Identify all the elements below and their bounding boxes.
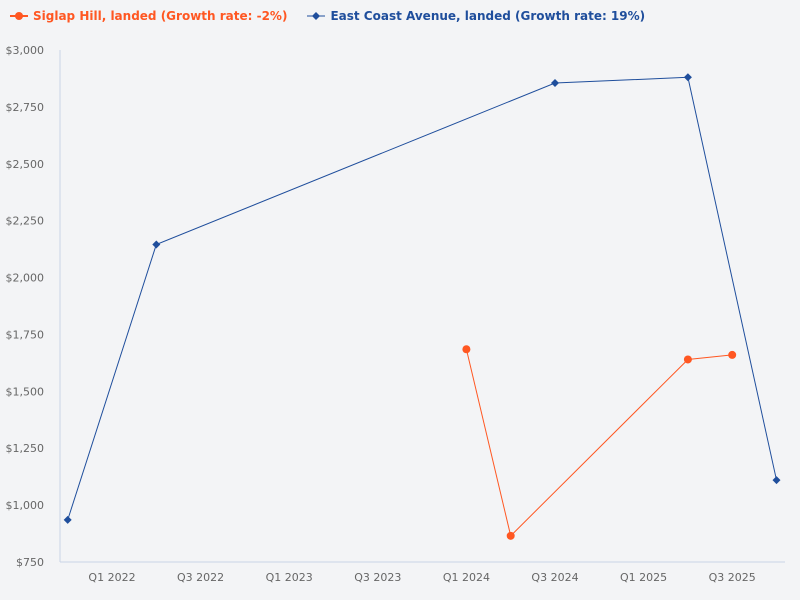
- legend-item-siglap-hill[interactable]: Siglap Hill, landed (Growth rate: -2%): [10, 9, 287, 23]
- diamond-marker-icon: [307, 12, 326, 20]
- series-line: [465, 349, 733, 537]
- data-point: [152, 240, 161, 249]
- y-tick-label: $1,500: [6, 385, 45, 398]
- x-tick-label: Q3 2025: [709, 571, 756, 584]
- y-tick-label: $2,500: [6, 158, 45, 171]
- y-tick-label: $2,750: [6, 101, 45, 114]
- series-line: [67, 76, 777, 521]
- y-tick-label: $3,000: [6, 44, 45, 57]
- data-point: [683, 73, 692, 82]
- x-tick-label: Q3 2022: [177, 571, 224, 584]
- y-tick-label: $2,000: [6, 272, 45, 285]
- y-tick-label: $1,250: [6, 442, 45, 455]
- data-point: [683, 355, 692, 364]
- data-point: [551, 78, 559, 87]
- y-tick-label: $2,250: [6, 215, 45, 228]
- x-tick-label: Q3 2024: [531, 571, 578, 584]
- data-point: [63, 515, 72, 524]
- y-tick-label: $1,000: [6, 499, 45, 512]
- x-tick-label: Q3 2023: [354, 571, 401, 584]
- y-tick-label: $1,750: [6, 328, 45, 341]
- legend-label: Siglap Hill, landed (Growth rate: -2%): [33, 9, 288, 23]
- y-tick-label: $750: [16, 556, 44, 569]
- data-point: [462, 345, 471, 354]
- x-tick-label: Q1 2025: [620, 571, 667, 584]
- data-point: [506, 531, 515, 540]
- x-tick-label: Q1 2024: [443, 571, 490, 584]
- legend-label: East Coast Avenue, landed (Growth rate: …: [330, 9, 646, 23]
- legend: Siglap Hill, landed (Growth rate: -2%) E…: [10, 9, 645, 23]
- circle-marker-icon: [10, 12, 28, 20]
- legend-item-east-coast-avenue[interactable]: East Coast Avenue, landed (Growth rate: …: [307, 9, 645, 23]
- x-tick-label: Q1 2022: [88, 571, 135, 584]
- data-point: [772, 476, 781, 485]
- x-tick-label: Q1 2023: [266, 571, 313, 584]
- data-point: [728, 350, 737, 359]
